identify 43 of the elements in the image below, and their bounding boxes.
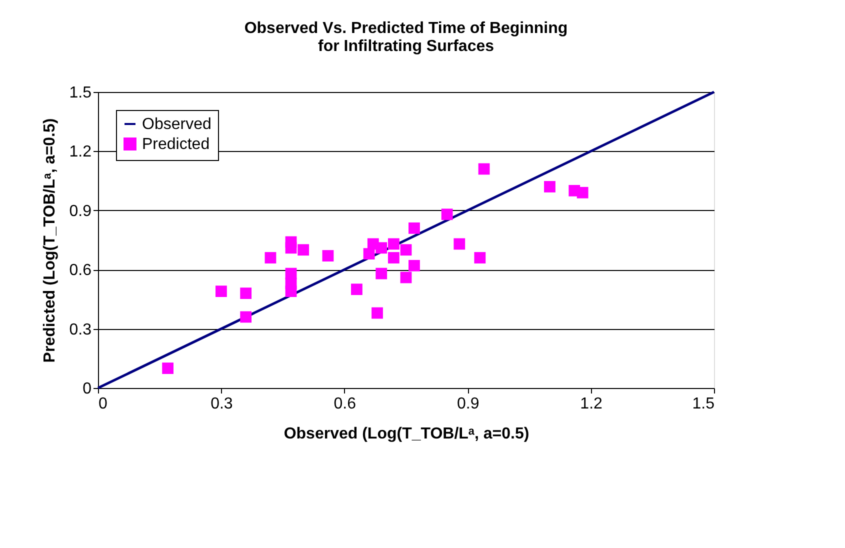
y-tick-label: 0.6: [69, 262, 92, 280]
point: [376, 242, 388, 254]
text: for Infiltrating Surfaces: [318, 38, 494, 55]
point: [285, 286, 297, 298]
point: [322, 250, 334, 262]
point: [478, 163, 490, 175]
x-tick-label: 1.2: [580, 396, 603, 412]
y-tick-label: 0.3: [69, 321, 92, 338]
x-tick-label: 0.6: [334, 396, 356, 412]
point: [388, 238, 400, 250]
point: [372, 307, 383, 319]
legend-label: Predicted: [142, 136, 210, 153]
point: [400, 244, 412, 256]
legend-label: Observed: [142, 116, 212, 133]
x-axis-title: Observed (Log(T_TOB/Lᵃ, a=0.5): [284, 426, 530, 442]
point: [216, 286, 227, 298]
x-tick-label: 0: [98, 396, 108, 412]
point: [351, 284, 362, 296]
point: [162, 362, 174, 374]
text: Observed Vs. Predicted Time of Beginning: [244, 20, 568, 37]
point: [298, 244, 310, 256]
y-tick-label: 1.2: [69, 144, 92, 161]
y-tick-label: 0: [82, 380, 92, 398]
point: [544, 181, 556, 192]
x-tick-label: 0.3: [210, 396, 233, 412]
point: [285, 242, 297, 254]
point: [240, 288, 252, 299]
point: [474, 252, 486, 264]
point: [400, 272, 412, 284]
point: [264, 252, 276, 264]
point: [454, 238, 466, 250]
point: [388, 252, 400, 264]
point: [408, 260, 420, 272]
y-tick-label: 0.9: [69, 202, 92, 220]
point: [240, 311, 252, 323]
point: [408, 222, 420, 234]
point: [441, 208, 453, 220]
x-tick-label: 0.9: [456, 396, 480, 412]
point: [576, 186, 588, 198]
point: [376, 268, 388, 280]
y-tick-label: 1.5: [69, 84, 92, 102]
y-axis-title: Predicted (Log(T_TOB/Lᵃ, a=0.5): [41, 118, 58, 363]
x-tick-label: 1.5: [692, 396, 715, 412]
